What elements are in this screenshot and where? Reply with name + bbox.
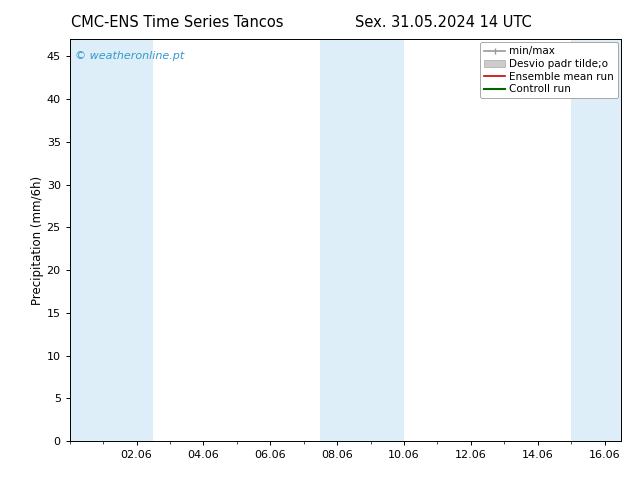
Text: © weatheronline.pt: © weatheronline.pt bbox=[75, 51, 184, 61]
Bar bbox=[571, 39, 621, 441]
Text: Sex. 31.05.2024 14 UTC: Sex. 31.05.2024 14 UTC bbox=[356, 15, 532, 30]
Bar bbox=[70, 39, 153, 441]
Y-axis label: Precipitation (mm/6h): Precipitation (mm/6h) bbox=[31, 175, 44, 305]
Bar bbox=[320, 39, 404, 441]
Text: CMC-ENS Time Series Tancos: CMC-ENS Time Series Tancos bbox=[71, 15, 284, 30]
Legend: min/max, Desvio padr tilde;o, Ensemble mean run, Controll run: min/max, Desvio padr tilde;o, Ensemble m… bbox=[480, 42, 618, 98]
